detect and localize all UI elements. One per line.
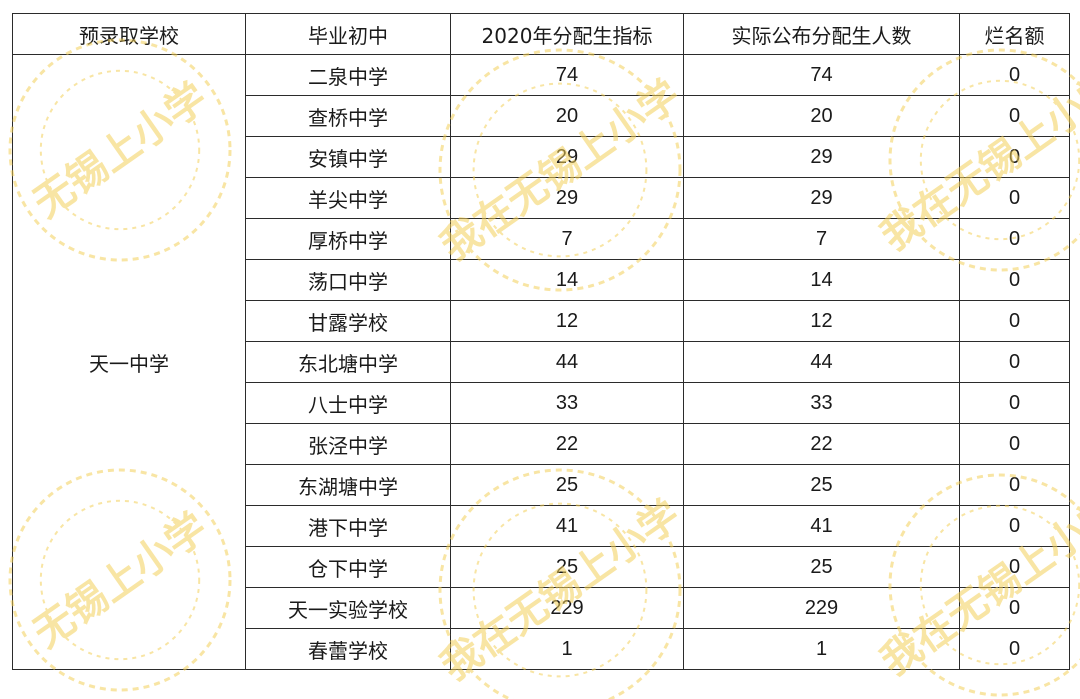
- quota-cell: 74: [450, 54, 684, 96]
- quota-table: 预录取学校 毕业初中 2020年分配生指标 实际公布分配生人数 烂名额 天一中学…: [12, 13, 1070, 670]
- published-count-cell: 7: [683, 218, 960, 260]
- unused-slots-cell: 0: [959, 464, 1070, 506]
- header-unused-slots: 烂名额: [959, 13, 1070, 55]
- unused-slots-cell: 0: [959, 54, 1070, 96]
- published-count-cell: 1: [683, 628, 960, 670]
- published-count-cell: 29: [683, 136, 960, 178]
- unused-slots-cell: 0: [959, 300, 1070, 342]
- quota-cell: 14: [450, 259, 684, 301]
- published-count-cell: 14: [683, 259, 960, 301]
- published-count-cell: 74: [683, 54, 960, 96]
- quota-cell: 29: [450, 177, 684, 219]
- junior-school-cell: 仓下中学: [245, 546, 451, 588]
- quota-cell: 25: [450, 546, 684, 588]
- unused-slots-cell: 0: [959, 259, 1070, 301]
- quota-cell: 229: [450, 587, 684, 629]
- table-row: 八士中学 33 33 0: [13, 382, 1070, 424]
- published-count-cell: 12: [683, 300, 960, 342]
- published-count-cell: 41: [683, 505, 960, 547]
- table-header-row: 预录取学校 毕业初中 2020年分配生指标 实际公布分配生人数 烂名额: [12, 13, 1070, 55]
- table-row: 天一中学 二泉中学 74 74 0: [12, 54, 1070, 670]
- junior-school-cell: 荡口中学: [245, 259, 451, 301]
- junior-school-cell: 二泉中学: [245, 54, 451, 96]
- junior-school-cell: 羊尖中学: [245, 177, 451, 219]
- published-count-cell: 20: [683, 95, 960, 137]
- junior-school-cell: 港下中学: [245, 505, 451, 547]
- unused-slots-cell: 0: [959, 177, 1070, 219]
- quota-cell: 44: [450, 341, 684, 383]
- published-count-cell: 25: [683, 546, 960, 588]
- unused-slots-cell: 0: [959, 218, 1070, 260]
- junior-school-cell: 天一实验学校: [245, 587, 451, 629]
- junior-school-cell: 查桥中学: [245, 95, 451, 137]
- published-count-cell: 25: [683, 464, 960, 506]
- table-row: 甘露学校 12 12 0: [13, 300, 1070, 342]
- junior-school-cell: 甘露学校: [245, 300, 451, 342]
- published-count-cell: 22: [683, 423, 960, 465]
- quota-cell: 20: [450, 95, 684, 137]
- published-count-cell: 33: [683, 382, 960, 424]
- unused-slots-cell: 0: [959, 546, 1070, 588]
- quota-cell: 1: [450, 628, 684, 670]
- quota-cell: 22: [450, 423, 684, 465]
- junior-school-cell: 春蕾学校: [245, 628, 451, 670]
- published-count-cell: 44: [683, 341, 960, 383]
- unused-slots-cell: 0: [959, 341, 1070, 383]
- admitting-school-cell: 天一中学: [12, 54, 246, 670]
- quota-cell: 33: [450, 382, 684, 424]
- unused-slots-cell: 0: [959, 423, 1070, 465]
- header-published-count: 实际公布分配生人数: [683, 13, 960, 55]
- header-junior-school: 毕业初中: [245, 13, 451, 55]
- quota-cell: 41: [450, 505, 684, 547]
- junior-school-cell: 东湖塘中学: [245, 464, 451, 506]
- header-quota-2020: 2020年分配生指标: [450, 13, 684, 55]
- table-body: 天一中学 二泉中学 74 74 0 查桥中学 20 20 0 安镇中学 29 29 0 羊尖中学 29 29 0…: [12, 54, 1070, 670]
- quota-cell: 25: [450, 464, 684, 506]
- published-count-cell: 229: [683, 587, 960, 629]
- unused-slots-cell: 0: [959, 628, 1070, 670]
- unused-slots-cell: 0: [959, 382, 1070, 424]
- quota-cell: 12: [450, 300, 684, 342]
- quota-cell: 7: [450, 218, 684, 260]
- junior-school-cell: 八士中学: [245, 382, 451, 424]
- unused-slots-cell: 0: [959, 95, 1070, 137]
- junior-school-cell: 东北塘中学: [245, 341, 451, 383]
- header-admitting-school: 预录取学校: [12, 13, 246, 55]
- published-count-cell: 29: [683, 177, 960, 219]
- unused-slots-cell: 0: [959, 136, 1070, 178]
- junior-school-cell: 安镇中学: [245, 136, 451, 178]
- unused-slots-cell: 0: [959, 505, 1070, 547]
- unused-slots-cell: 0: [959, 587, 1070, 629]
- junior-school-cell: 张泾中学: [245, 423, 451, 465]
- quota-cell: 29: [450, 136, 684, 178]
- junior-school-cell: 厚桥中学: [245, 218, 451, 260]
